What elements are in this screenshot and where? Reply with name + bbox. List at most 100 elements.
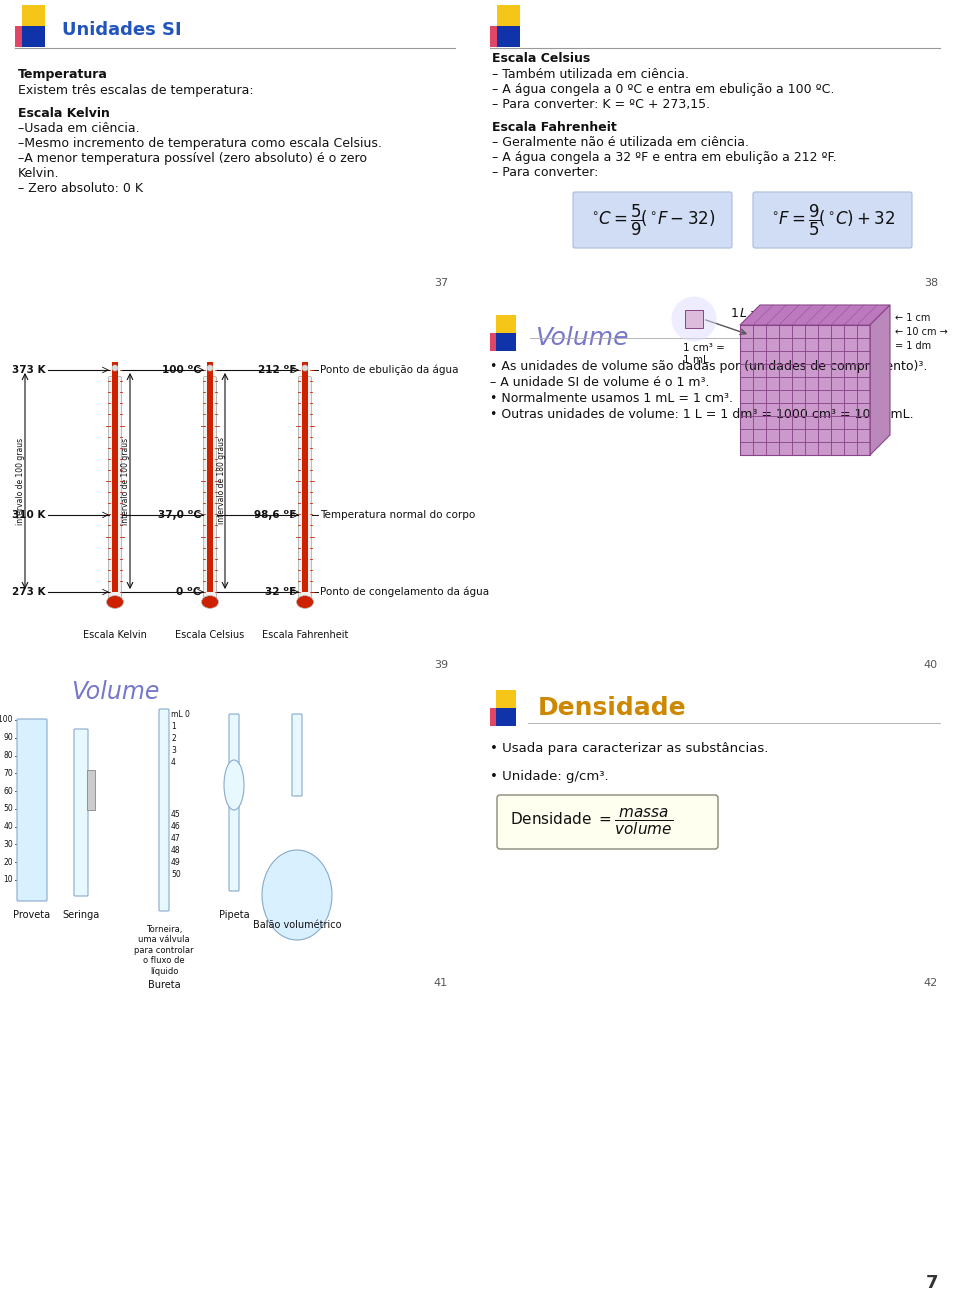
Text: – Também utilizada em ciência.: – Também utilizada em ciência. (492, 68, 689, 81)
Text: Ponto de congelamento da água: Ponto de congelamento da água (320, 586, 490, 597)
Ellipse shape (224, 760, 244, 810)
Text: 20: 20 (4, 857, 13, 866)
FancyBboxPatch shape (17, 719, 47, 900)
Bar (496, 315, 516, 335)
Bar (15, 26, 36, 47)
FancyBboxPatch shape (753, 192, 912, 248)
Text: intervalo de 100 graus: intervalo de 100 graus (16, 438, 26, 525)
Ellipse shape (297, 595, 314, 609)
Text: 373 K: 373 K (12, 365, 45, 375)
Text: – A água congela a 32 ºF e entra em ebulição a 212 ºF.: – A água congela a 32 ºF e entra em ebul… (492, 151, 836, 164)
Text: 50: 50 (3, 804, 13, 813)
Text: – Para converter: K = ºC + 273,15.: – Para converter: K = ºC + 273,15. (492, 98, 710, 111)
Text: 4: 4 (171, 758, 176, 767)
Text: – A água congela a 0 ºC e entra em ebulição a 100 ºC.: – A água congela a 0 ºC e entra em ebuli… (492, 83, 834, 96)
Text: 50: 50 (171, 870, 180, 880)
Text: Bureta: Bureta (148, 980, 180, 990)
FancyBboxPatch shape (299, 377, 311, 602)
Bar (496, 708, 516, 726)
Text: Unidades SI: Unidades SI (62, 21, 181, 39)
Text: – Zero absoluto: 0 K: – Zero absoluto: 0 K (18, 182, 143, 195)
Text: Escala Fahrenheit: Escala Fahrenheit (262, 629, 348, 640)
Text: 100 ºC: 100 ºC (162, 365, 201, 375)
Text: 1: 1 (171, 722, 176, 731)
Text: • Unidade: g/cm³.: • Unidade: g/cm³. (490, 770, 609, 783)
Text: 90: 90 (3, 734, 13, 743)
Text: mL 100: mL 100 (0, 715, 13, 724)
Text: Escala Celsius: Escala Celsius (492, 52, 590, 65)
Text: 80: 80 (4, 751, 13, 760)
Text: Balão volumétrico: Balão volumétrico (252, 920, 341, 930)
Text: • Normalmente usamos 1 mL = 1 cm³.: • Normalmente usamos 1 mL = 1 cm³. (490, 392, 733, 405)
Text: ← 1 cm: ← 1 cm (895, 313, 930, 323)
Text: 32 ºF: 32 ºF (265, 586, 296, 597)
Text: 40: 40 (3, 822, 13, 831)
Text: 41: 41 (434, 979, 448, 988)
Text: Ponto de ebulição da água: Ponto de ebulição da água (320, 365, 459, 375)
FancyBboxPatch shape (204, 377, 217, 602)
Text: intervalo de 180 graus: intervalo de 180 graus (217, 438, 226, 525)
Bar (207, 362, 213, 592)
Text: Escala Kelvin: Escala Kelvin (84, 629, 147, 640)
Bar (302, 362, 308, 592)
Text: 273 K: 273 K (12, 586, 45, 597)
Text: = 1 dm: = 1 dm (895, 341, 931, 351)
Text: –Mesmo incremento de temperatura como escala Celsius.: –Mesmo incremento de temperatura como es… (18, 137, 382, 150)
Text: 39: 39 (434, 661, 448, 670)
Text: Proveta: Proveta (13, 909, 51, 920)
Text: Kelvin.: Kelvin. (18, 167, 60, 180)
Polygon shape (740, 305, 890, 324)
Text: 212 ºF: 212 ºF (257, 365, 296, 375)
FancyBboxPatch shape (229, 714, 239, 891)
Text: intervalo de 100 graus: intervalo de 100 graus (122, 438, 131, 525)
Text: Torneira,
uma válvula
para controlar
o fluxo de
líquido: Torneira, uma válvula para controlar o f… (134, 925, 194, 976)
Bar (740, 324, 870, 455)
Ellipse shape (302, 365, 308, 371)
Bar (497, 26, 520, 47)
Text: – Para converter:: – Para converter: (492, 165, 598, 179)
Bar (112, 362, 118, 592)
Ellipse shape (207, 365, 213, 371)
Text: Existem três escalas de temperatura:: Existem três escalas de temperatura: (18, 83, 253, 96)
Text: Pipeta: Pipeta (219, 909, 250, 920)
Ellipse shape (202, 595, 219, 609)
Text: 30: 30 (3, 840, 13, 850)
Text: Temperatura normal do corpo: Temperatura normal do corpo (320, 509, 475, 520)
Bar (496, 691, 516, 710)
Text: 1 cm³ =
1 mL: 1 cm³ = 1 mL (683, 343, 725, 365)
FancyBboxPatch shape (292, 714, 302, 796)
Text: 48: 48 (171, 846, 180, 855)
Bar (22, 26, 45, 47)
Text: 37: 37 (434, 278, 448, 288)
Text: $1\,L = 1\,dm^3 = 1000\,cm^3$: $1\,L = 1\,dm^3 = 1000\,cm^3$ (730, 305, 875, 322)
Text: 37,0 ºC: 37,0 ºC (157, 509, 201, 520)
Text: 42: 42 (924, 979, 938, 988)
FancyBboxPatch shape (573, 192, 732, 248)
Bar (490, 334, 508, 351)
Text: 49: 49 (171, 857, 180, 866)
Text: 3: 3 (171, 747, 176, 754)
Text: Escala Celsius: Escala Celsius (176, 629, 245, 640)
Text: 38: 38 (924, 278, 938, 288)
Text: 0 ºC: 0 ºC (177, 586, 201, 597)
Bar (497, 5, 520, 29)
Text: 2: 2 (171, 734, 176, 743)
Bar (490, 26, 511, 47)
Text: 45: 45 (171, 810, 180, 820)
Text: Volume: Volume (535, 326, 629, 351)
Ellipse shape (671, 297, 716, 341)
Bar (22, 5, 45, 29)
Text: –A menor temperatura possível (zero absoluto) é o zero: –A menor temperatura possível (zero abso… (18, 152, 367, 165)
Text: 60: 60 (3, 787, 13, 796)
Text: • As unidades de volume são dadas por (unidades de comprimento)³.: • As unidades de volume são dadas por (u… (490, 360, 927, 373)
Text: 40: 40 (924, 661, 938, 670)
Text: Escala Kelvin: Escala Kelvin (18, 107, 109, 120)
Text: 46: 46 (171, 822, 180, 831)
FancyBboxPatch shape (497, 795, 718, 850)
Text: Escala Fahrenheit: Escala Fahrenheit (492, 121, 616, 134)
Text: 7: 7 (925, 1274, 938, 1293)
Text: 98,6 ºF: 98,6 ºF (253, 509, 296, 520)
Bar (685, 310, 703, 328)
Text: 47: 47 (171, 834, 180, 843)
Text: ← 10 cm →: ← 10 cm → (895, 327, 948, 337)
